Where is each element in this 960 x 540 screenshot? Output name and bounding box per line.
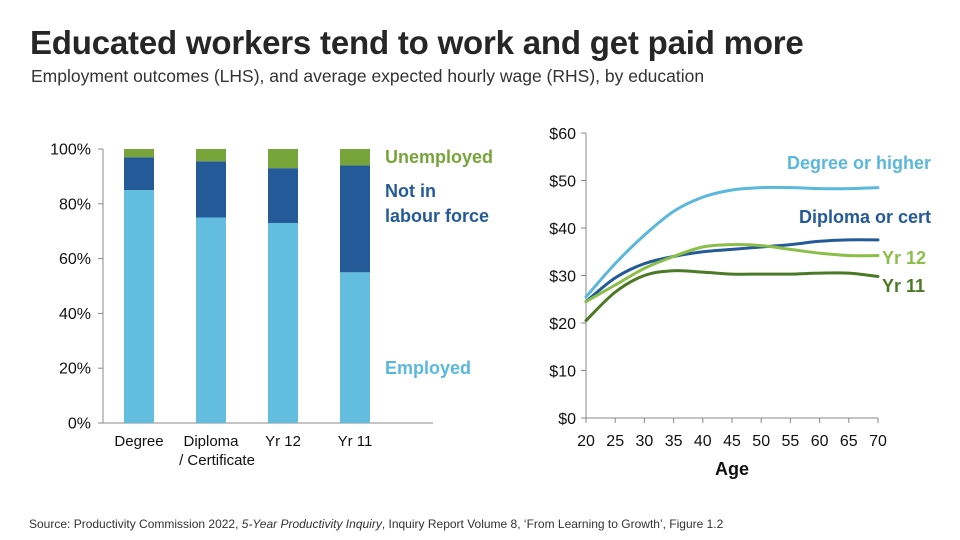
line-yr-11 <box>584 269 880 323</box>
bar-category-label: Yr 12 <box>265 433 301 450</box>
bar-unemployed <box>124 149 154 158</box>
line-y-tick-label: $50 <box>549 174 576 191</box>
legend-yr-12: Yr 12 <box>882 248 926 268</box>
line-x-tick-label: 45 <box>723 433 741 450</box>
bar-unemployed <box>268 149 298 169</box>
line-x-tick-label: 60 <box>811 433 829 450</box>
bar-y-tick-label: 100% <box>50 142 91 159</box>
legend-employed: Employed <box>385 358 471 378</box>
bar-employed <box>124 190 154 423</box>
legend-not-in-labour-force: labour force <box>385 206 489 226</box>
line-y-tick-label: $30 <box>549 269 576 286</box>
line-x-tick-label: 35 <box>665 433 683 450</box>
bar-y-tick-label: 60% <box>59 251 91 268</box>
bar-category-label: Diploma <box>183 433 239 450</box>
line-x-tick-label: 30 <box>636 433 654 450</box>
line-x-tick-label: 40 <box>694 433 712 450</box>
line-y-tick-label: $10 <box>549 364 576 381</box>
bar-y-tick-label: 40% <box>59 306 91 323</box>
bar-not-in-labour-force <box>124 157 154 191</box>
line-diploma-or-cert <box>584 238 880 304</box>
source-suffix: , Inquiry Report Volume 8, ‘From Learnin… <box>381 517 724 531</box>
line-x-tick-label: 65 <box>840 433 858 450</box>
bar-y-tick-label: 80% <box>59 196 91 213</box>
line-x-tick-label: 20 <box>577 433 595 450</box>
line-yr-12 <box>584 243 880 304</box>
bar-employed <box>268 222 298 423</box>
line-y-tick-label: $60 <box>549 126 576 143</box>
line-x-tick-label: 70 <box>869 433 887 450</box>
legend-yr-11: Yr 11 <box>882 276 925 296</box>
bar-not-in-labour-force <box>196 161 226 218</box>
source-italic: 5-Year Productivity Inquiry <box>241 517 382 531</box>
bar-not-in-labour-force <box>340 165 370 273</box>
legend-unemployed: Unemployed <box>385 147 493 167</box>
bar-not-in-labour-force <box>268 168 298 223</box>
page-subtitle: Employment outcomes (LHS), and average e… <box>31 66 705 86</box>
legend-degree-or-higher: Degree or higher <box>787 153 931 173</box>
line-y-tick-label: $40 <box>549 221 576 238</box>
source-prefix: Source: Productivity Commission 2022, <box>29 517 242 531</box>
line-x-tick-label: 50 <box>752 433 770 450</box>
line-x-tick-label: 25 <box>606 433 624 450</box>
legend-not-in-labour-force: Not in <box>385 181 436 201</box>
bar-employed <box>196 217 226 423</box>
line-x-tick-label: 55 <box>782 433 800 450</box>
line-degree-or-higher <box>584 185 880 299</box>
bar-employed <box>340 272 370 423</box>
legend-diploma-or-cert: Diploma or cert <box>799 207 931 227</box>
bar-y-tick-label: 20% <box>59 361 91 378</box>
bar-unemployed <box>196 149 226 162</box>
line-x-axis-title: Age <box>715 459 749 479</box>
line-y-tick-label: $0 <box>558 411 576 428</box>
bar-category-label: Degree <box>114 433 163 450</box>
source-note: Source: Productivity Commission 2022, 5-… <box>29 517 723 531</box>
bar-y-tick-label: 0% <box>68 416 91 433</box>
line-y-tick-label: $20 <box>549 316 576 333</box>
bar-category-label: Yr 11 <box>338 433 373 450</box>
bar-category-label: / Certificate <box>179 452 255 469</box>
page-title: Educated workers tend to work and get pa… <box>30 24 804 61</box>
bar-unemployed <box>340 149 370 166</box>
